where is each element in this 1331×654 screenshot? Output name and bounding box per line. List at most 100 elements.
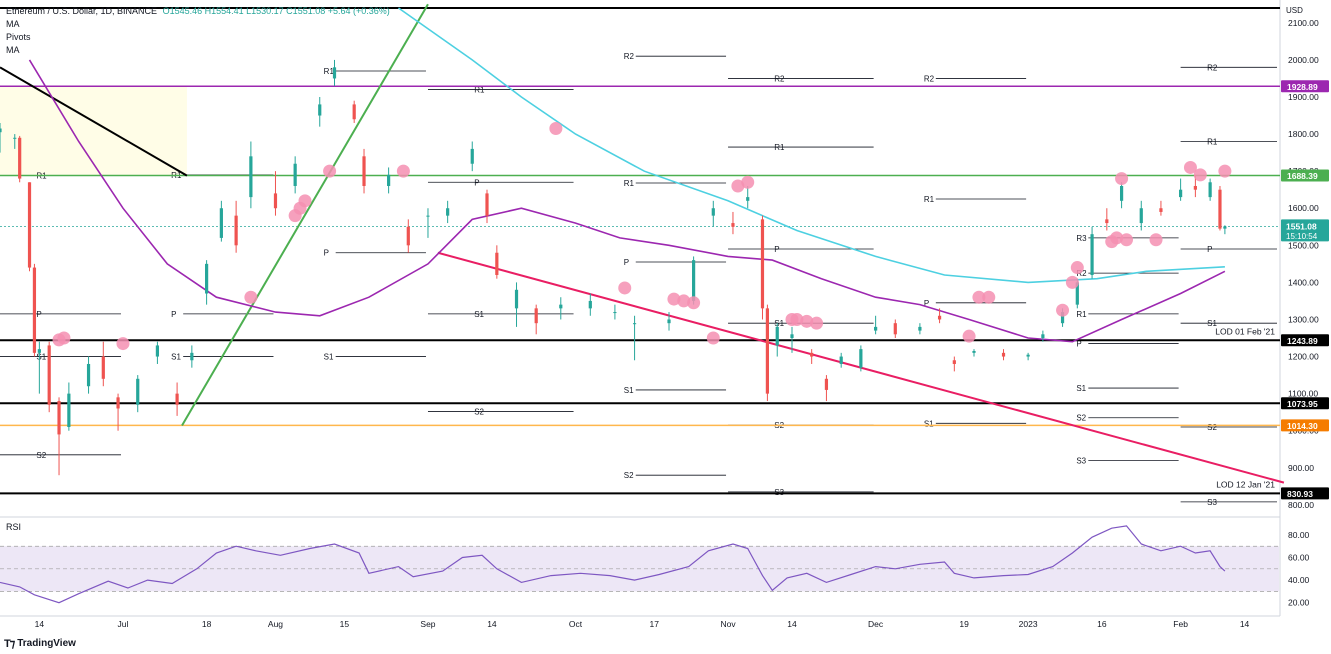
swing-marker (1056, 303, 1070, 317)
candle-body (775, 326, 779, 346)
pivot-label: S3 (774, 488, 784, 497)
indicator-pivots[interactable]: Pivots (6, 32, 31, 42)
candle-body (1026, 354, 1030, 357)
trendline (0, 66, 188, 177)
swing-marker (1193, 168, 1207, 182)
price-level-value: 1688.39 (1287, 171, 1318, 181)
time-axis: 14 Jul 18 Aug 15 Sep 14 Oct 17 Nov 14 Dec 19 2023 16 Fe… (35, 619, 1250, 629)
swing-marker (1070, 261, 1084, 275)
highlight-zone (0, 85, 187, 176)
pivot-label: P (774, 245, 779, 254)
pivot-label: S1 (474, 310, 484, 319)
level-annotation: LOD 12 Jan '21 (1216, 479, 1275, 489)
candle-body (1193, 185, 1197, 190)
ohlc-readout: O1545.46 H1554.41 L1530.17 C1551.08 +5.6… (162, 6, 390, 16)
candle-body (692, 260, 696, 301)
swing-marker (1149, 233, 1163, 247)
price-level-tag (1281, 487, 1329, 500)
swing-marker (1110, 231, 1124, 245)
candle-body (136, 378, 140, 405)
ma-slow-line (398, 7, 1225, 284)
rsi-line (0, 525, 1226, 604)
swing-marker (972, 290, 986, 304)
price-level-value: 830.93 (1287, 489, 1313, 499)
last-price-value: 1551.08 (1286, 221, 1317, 231)
swing-marker (800, 314, 814, 328)
indicator-ma-2[interactable]: MA (6, 45, 20, 55)
swing-marker (323, 164, 337, 178)
candle-body (234, 215, 238, 246)
candle-body (116, 397, 120, 409)
swing-marker (731, 179, 745, 193)
pivot-label: P (624, 258, 629, 267)
price-tick-label: 1400.00 (1288, 277, 1319, 287)
swing-marker (244, 290, 258, 304)
indicator-ma-1[interactable]: MA (6, 19, 20, 29)
swing-marker (396, 164, 410, 178)
price-level-value: 1243.89 (1287, 336, 1318, 346)
rsi-tick-label: 60.00 (1288, 553, 1310, 563)
rsi-pane: 20.00 40.00 60.00 80.00 (0, 525, 1310, 608)
price-tick-label: 1500.00 (1288, 240, 1319, 250)
candle-body (839, 356, 843, 364)
price-level-value: 1073.95 (1287, 399, 1318, 409)
candle-body (155, 345, 160, 357)
swing-marker (618, 281, 632, 295)
time-tick-label: 17 (650, 619, 660, 629)
rsi-tick-label: 20.00 (1288, 598, 1310, 608)
time-tick-label: Feb (1173, 619, 1188, 629)
candle-body (613, 312, 617, 314)
candle-body (918, 326, 922, 331)
price-level-tag (1281, 80, 1329, 93)
time-tick-label: Aug (268, 619, 283, 629)
symbol-title: Ethereum / U.S. Dollar, 1D, BINANCE (6, 6, 158, 16)
candle-body (13, 137, 17, 139)
candle-body (362, 156, 366, 186)
pivot-label: P (36, 310, 41, 319)
rsi-label[interactable]: RSI (6, 522, 22, 532)
pivot-label: R2 (1207, 63, 1218, 72)
candle-body (175, 393, 179, 405)
candle-body (559, 304, 563, 309)
candle-body (667, 319, 671, 324)
time-tick-label: 14 (1240, 619, 1250, 629)
fib-zone-rect (0, 85, 187, 176)
pivot-label: R2 (1076, 269, 1087, 278)
candle-body (760, 219, 765, 309)
candle-body (874, 326, 878, 331)
candle-body (190, 352, 194, 361)
candle-body (293, 163, 297, 186)
rsi-tick-label: 40.00 (1288, 575, 1310, 585)
price-tick-label: 1800.00 (1288, 129, 1319, 139)
pivot-label: R1 (774, 143, 785, 152)
swing-marker (1115, 172, 1129, 186)
price-tick-label: 1600.00 (1288, 203, 1319, 213)
swing-marker (982, 290, 996, 304)
candle-body (352, 104, 356, 120)
candle-body (952, 360, 956, 364)
pivot-label: P (1207, 245, 1212, 254)
time-tick-label: Jul (118, 619, 129, 629)
pivot-label: R2 (774, 74, 785, 83)
pivot-label: S1 (1207, 319, 1217, 328)
candle-body (1075, 282, 1079, 305)
candle-body (57, 401, 61, 435)
tradingview-logo[interactable]: T⁊ TradingView (4, 637, 76, 650)
currency-label: USD (1286, 6, 1303, 15)
pivot-label: R2 (624, 52, 635, 61)
price-tick-label: 800.00 (1288, 500, 1314, 510)
candle-body (588, 300, 592, 309)
candle-body (972, 350, 976, 353)
price-tick-label: 1900.00 (1288, 92, 1319, 102)
candle-body (632, 323, 637, 325)
candle-body (1119, 185, 1124, 201)
swing-marker (298, 194, 312, 208)
pivot-label: S1 (924, 419, 934, 428)
swing-marker (1218, 164, 1232, 178)
candle-body (0, 128, 2, 133)
candle-body (495, 252, 499, 275)
time-tick-label: 14 (35, 619, 45, 629)
candle-body (219, 208, 223, 238)
swing-marker (677, 294, 691, 308)
